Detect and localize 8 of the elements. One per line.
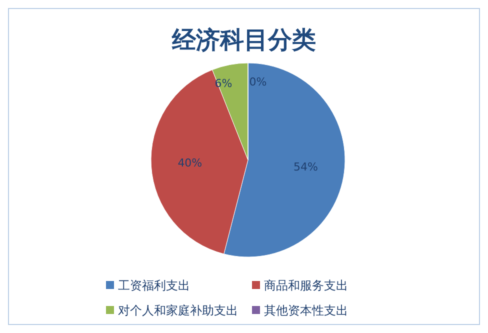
legend-label: 工资福利支出 xyxy=(118,278,190,292)
data-label: 40% xyxy=(178,156,202,170)
legend-label: 其他资本性支出 xyxy=(264,303,348,318)
data-label: 54% xyxy=(294,160,318,174)
text: 0% xyxy=(249,75,267,88)
legend-label: 对个人和家庭补助支出 xyxy=(118,303,238,318)
legend-label: 商品和服务支出 xyxy=(264,278,348,292)
chart-title: 经济科目分类 xyxy=(171,25,316,54)
